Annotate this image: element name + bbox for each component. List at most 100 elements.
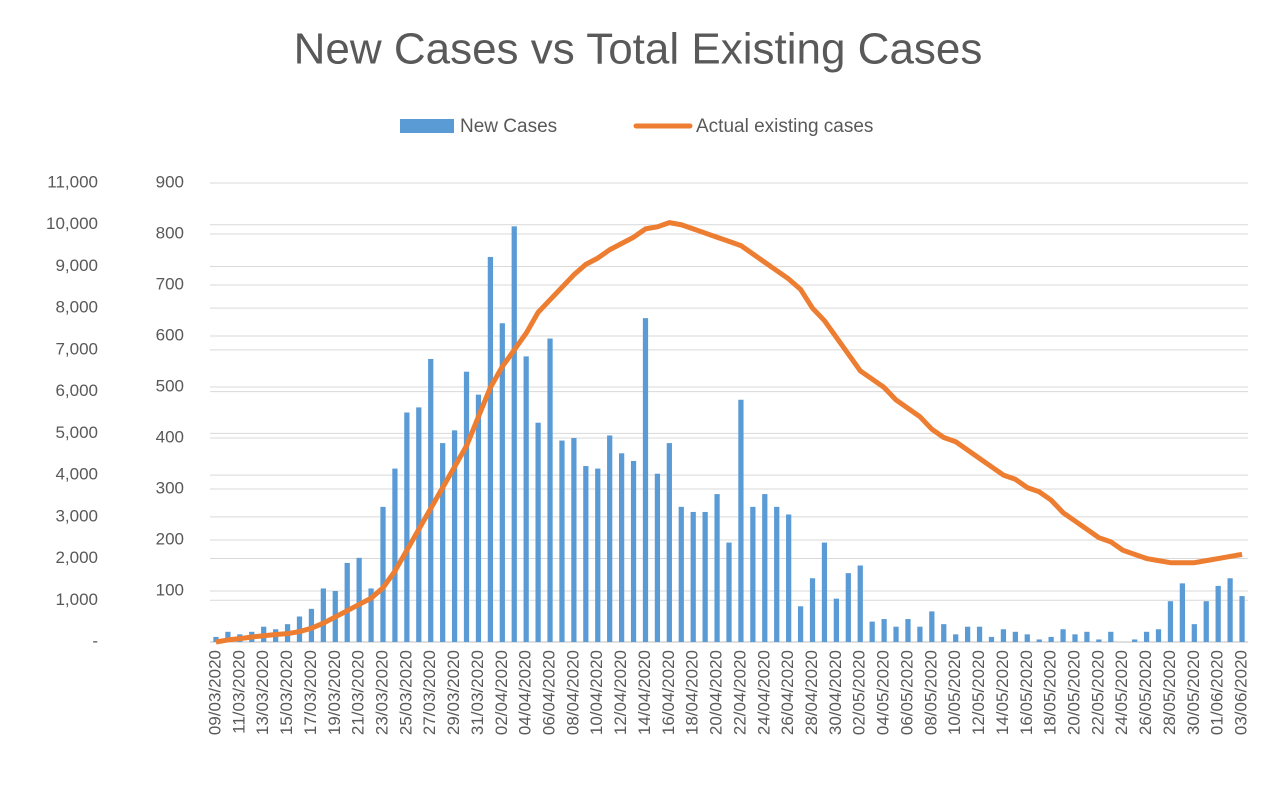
bar bbox=[583, 466, 589, 642]
x-tick-label: 04/04/2020 bbox=[516, 650, 535, 735]
bar bbox=[797, 606, 804, 642]
bar bbox=[213, 636, 219, 642]
y2-tick-label: 500 bbox=[156, 376, 184, 395]
y-tick-label: 8,000 bbox=[55, 298, 98, 317]
bar bbox=[320, 588, 326, 642]
bar bbox=[1072, 634, 1078, 642]
bar bbox=[1084, 631, 1090, 642]
bar bbox=[1155, 629, 1162, 642]
bar bbox=[607, 435, 613, 642]
bar bbox=[750, 506, 756, 642]
x-tick-label: 10/05/2020 bbox=[945, 650, 964, 735]
bar bbox=[642, 318, 649, 642]
x-tick-label: 18/04/2020 bbox=[683, 650, 702, 735]
x-tick-label: 12/05/2020 bbox=[969, 650, 988, 735]
x-tick-label: 06/04/2020 bbox=[540, 650, 559, 735]
y2-tick-label: 800 bbox=[156, 223, 184, 242]
x-tick-label: 24/04/2020 bbox=[754, 650, 773, 735]
bar bbox=[511, 226, 517, 642]
legend-swatch bbox=[400, 119, 454, 133]
bar bbox=[308, 608, 315, 642]
bar bbox=[881, 619, 887, 642]
x-tick-label: 20/05/2020 bbox=[1064, 650, 1083, 735]
x-tick-label: 13/03/2020 bbox=[253, 650, 272, 735]
bar bbox=[1108, 631, 1114, 642]
x-tick-label: 09/03/2020 bbox=[205, 650, 224, 735]
bar bbox=[738, 399, 744, 642]
bar bbox=[535, 422, 541, 642]
bar bbox=[523, 356, 529, 642]
bar bbox=[380, 506, 386, 642]
x-tick-label: 16/04/2020 bbox=[659, 650, 678, 735]
bar bbox=[547, 338, 553, 642]
bar bbox=[1167, 601, 1174, 642]
bar bbox=[1132, 639, 1138, 642]
bar bbox=[559, 440, 565, 642]
y2-tick-label: 300 bbox=[156, 478, 184, 497]
x-tick-label: 06/05/2020 bbox=[897, 650, 916, 735]
y-tick-label: 4,000 bbox=[55, 465, 98, 484]
bar bbox=[726, 542, 732, 642]
x-tick-label: 26/05/2020 bbox=[1136, 650, 1155, 735]
legend-label: New Cases bbox=[460, 116, 557, 137]
x-tick-label: 21/03/2020 bbox=[349, 650, 368, 735]
bar bbox=[368, 588, 374, 642]
bar bbox=[1239, 596, 1245, 642]
x-tick-label: 18/05/2020 bbox=[1041, 650, 1060, 735]
bar bbox=[595, 468, 601, 642]
bar bbox=[1012, 631, 1018, 642]
legend-label: Actual existing cases bbox=[696, 116, 873, 137]
x-tick-label: 24/05/2020 bbox=[1112, 650, 1131, 735]
bar bbox=[1048, 636, 1054, 642]
bar bbox=[786, 514, 792, 642]
x-tick-label: 31/03/2020 bbox=[468, 650, 487, 735]
x-tick-label: 22/05/2020 bbox=[1088, 650, 1107, 735]
bar bbox=[487, 256, 494, 642]
x-tick-label: 15/03/2020 bbox=[277, 650, 296, 735]
x-tick-label: 30/04/2020 bbox=[826, 650, 845, 735]
bar bbox=[929, 611, 935, 642]
x-tick-label: 10/04/2020 bbox=[587, 650, 606, 735]
x-tick-label: 17/03/2020 bbox=[301, 650, 320, 735]
y-tick-label: 11,000 bbox=[47, 172, 98, 191]
y2-tick-label: 700 bbox=[156, 274, 184, 293]
bar bbox=[1060, 629, 1066, 642]
y-tick-label: 2,000 bbox=[55, 548, 98, 567]
bar bbox=[941, 624, 947, 642]
y2-tick-label: 600 bbox=[156, 325, 184, 344]
bar bbox=[821, 542, 828, 642]
bar bbox=[428, 358, 434, 642]
y-tick-label: 1,000 bbox=[55, 590, 98, 609]
bar bbox=[893, 626, 899, 642]
x-tick-label: 16/05/2020 bbox=[1017, 650, 1036, 735]
line bbox=[215, 220, 1243, 645]
bar bbox=[1179, 583, 1186, 642]
bar bbox=[714, 494, 720, 642]
y-tick-label: 6,000 bbox=[55, 381, 98, 400]
y-tick-label: 3,000 bbox=[55, 506, 98, 525]
y-tick-label: - bbox=[92, 631, 98, 650]
bar bbox=[1036, 639, 1042, 642]
y-tick-label: 5,000 bbox=[55, 423, 98, 442]
bar bbox=[225, 631, 231, 642]
chart-title: New Cases vs Total Existing Cases bbox=[294, 25, 983, 74]
bar bbox=[1024, 634, 1030, 642]
bar bbox=[905, 619, 911, 642]
bar bbox=[678, 506, 684, 642]
bar bbox=[1227, 578, 1233, 642]
bar bbox=[1096, 639, 1102, 642]
y-tick-label: 9,000 bbox=[55, 256, 98, 275]
bar bbox=[1215, 585, 1221, 642]
bar bbox=[774, 506, 780, 642]
x-tick-label: 04/05/2020 bbox=[874, 650, 893, 735]
bar bbox=[1143, 631, 1150, 642]
bar bbox=[809, 578, 816, 642]
bar bbox=[356, 557, 362, 642]
bar bbox=[845, 573, 851, 642]
bar bbox=[463, 371, 470, 642]
x-tick-label: 28/04/2020 bbox=[802, 650, 821, 735]
y-tick-label: 7,000 bbox=[55, 339, 98, 358]
bar bbox=[571, 438, 577, 642]
bar bbox=[690, 511, 696, 642]
